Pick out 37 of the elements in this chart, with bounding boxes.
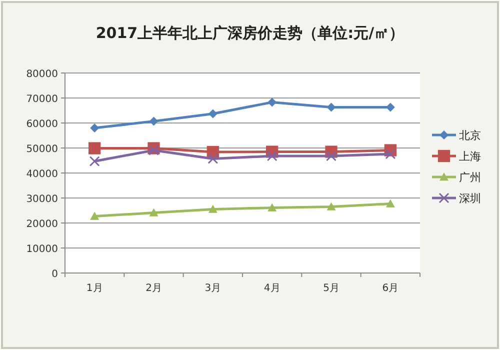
point: [385, 148, 396, 160]
point: [149, 208, 158, 216]
y-tick-label: 80000: [26, 69, 58, 80]
point: [89, 156, 100, 166]
x-tick-label: 5月: [323, 283, 340, 294]
legend-label: 广州: [459, 171, 481, 184]
point: [208, 204, 218, 213]
point: [208, 154, 218, 164]
legend-label: 北京: [459, 129, 481, 142]
point: [149, 116, 158, 126]
x-tick-label: 3月: [204, 283, 222, 294]
y-tick-label: 40000: [26, 169, 58, 180]
point: [268, 98, 277, 107]
point: [90, 212, 100, 220]
point: [88, 142, 101, 154]
y-tick-label: 60000: [26, 119, 58, 130]
point: [90, 124, 100, 132]
point: [208, 109, 218, 118]
legend-label: 深圳: [459, 192, 481, 205]
point: [326, 202, 336, 210]
x-tick-label: 4月: [264, 283, 280, 294]
point: [266, 150, 278, 162]
x-tick-label: 2月: [146, 283, 162, 294]
x-tick-label: 1月: [86, 283, 103, 294]
y-tick-label: 70000: [26, 94, 58, 105]
y-tick-label: 50000: [26, 144, 58, 155]
chart-title: 2017上半年北上广深房价走势（单位:元/㎡）: [96, 24, 404, 42]
point: [148, 145, 159, 156]
point: [326, 150, 336, 162]
y-tick-label: 20000: [26, 219, 58, 230]
x-tick-label: 6月: [382, 283, 399, 294]
point: [268, 203, 277, 212]
legend-label: 上海: [459, 150, 481, 163]
y-tick-label: 30000: [26, 194, 58, 205]
y-tick-label: 10000: [26, 244, 58, 255]
y-tick-label: 0: [52, 269, 58, 280]
point: [386, 199, 395, 208]
